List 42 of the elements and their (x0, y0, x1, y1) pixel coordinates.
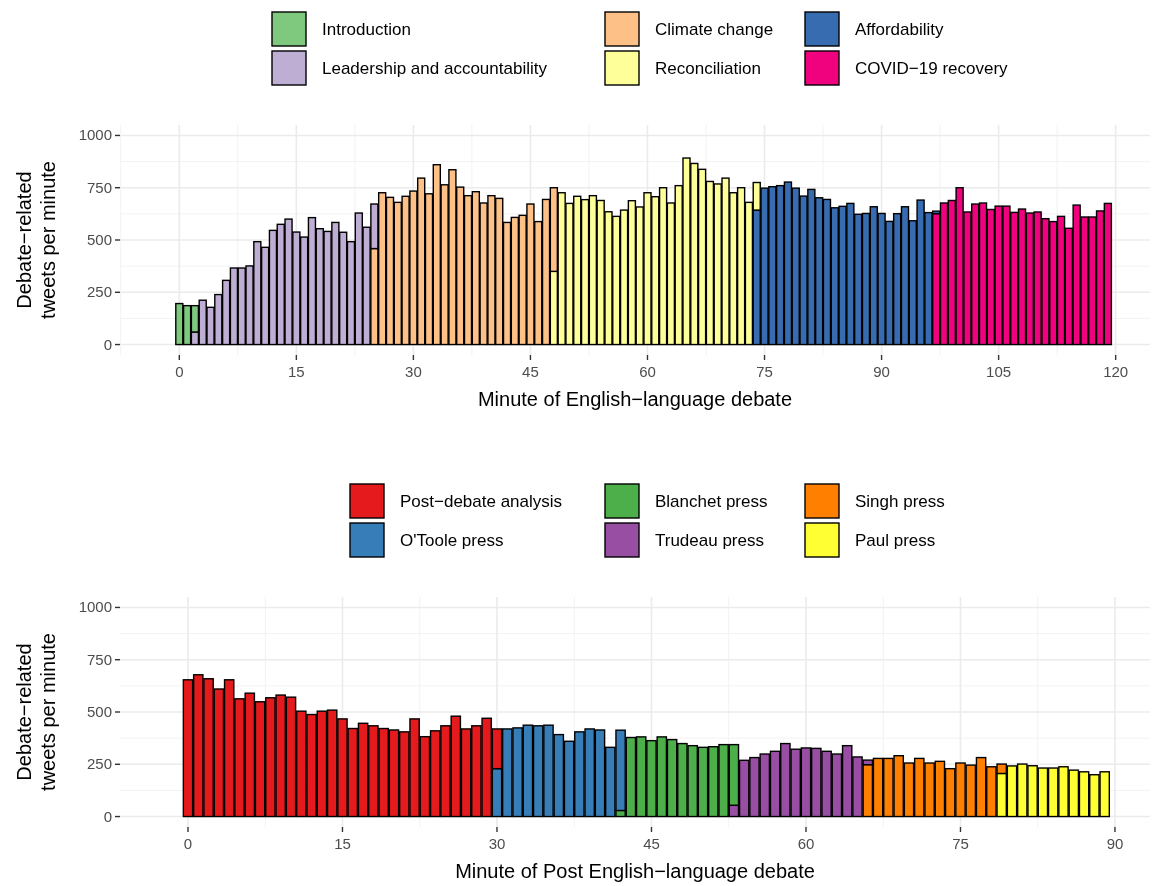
y-tick-label: 250 (86, 283, 112, 301)
x-tick-label: 45 (522, 363, 539, 380)
x-tick-label: 75 (952, 835, 969, 852)
y-tick-label: 1000 (78, 126, 112, 144)
x-tick-label: 30 (405, 363, 422, 380)
y-tick-label: 250 (86, 755, 112, 773)
x-tick-label: 60 (639, 363, 656, 380)
legend-label: Leadership and accountability (322, 59, 548, 78)
x-tick-label: 30 (488, 835, 506, 852)
legend-label: Reconciliation (655, 59, 761, 78)
y-tick-label: 500 (86, 231, 112, 248)
legend-label: Climate change (655, 20, 774, 39)
x-tick-label: 60 (797, 835, 815, 852)
legend-label: Introduction (322, 20, 411, 39)
x-axis-title: Minute of English−language debate (477, 388, 793, 410)
legend-label: Paul press (855, 531, 936, 550)
legend-label: Post−debate analysis (400, 492, 563, 511)
x-axis-title: Minute of Post English−language debate (455, 860, 815, 882)
legend-label: O'Toole press (400, 531, 504, 550)
x-tick-label: 105 (986, 363, 1012, 380)
y-tick-label: 500 (86, 703, 112, 720)
x-tick-label: 0 (175, 363, 184, 380)
legend-label: Blanchet press (655, 492, 768, 511)
y-axis-title: Debate−related tweets per minute (13, 633, 59, 791)
x-tick-label: 15 (288, 363, 305, 380)
y-tick-label: 1000 (78, 598, 112, 616)
x-tick-label: 45 (643, 835, 660, 852)
x-tick-label: 15 (334, 835, 351, 852)
legend-label: Singh press (855, 492, 945, 511)
x-tick-label: 90 (1106, 835, 1124, 852)
y-tick-label: 0 (103, 335, 112, 353)
y-tick-label: 750 (86, 178, 112, 196)
legend-label: COVID−19 recovery (855, 59, 1009, 78)
x-tick-label: 75 (756, 363, 773, 380)
y-axis-title: Debate−related tweets per minute (13, 161, 59, 319)
x-tick-label: 90 (873, 363, 890, 380)
legend-label: Affordability (855, 20, 945, 39)
x-tick-label: 120 (1103, 363, 1129, 380)
y-tick-label: 0 (103, 807, 112, 825)
x-tick-label: 0 (183, 835, 193, 852)
legend-label: Trudeau press (655, 531, 764, 550)
y-tick-label: 750 (86, 650, 112, 668)
